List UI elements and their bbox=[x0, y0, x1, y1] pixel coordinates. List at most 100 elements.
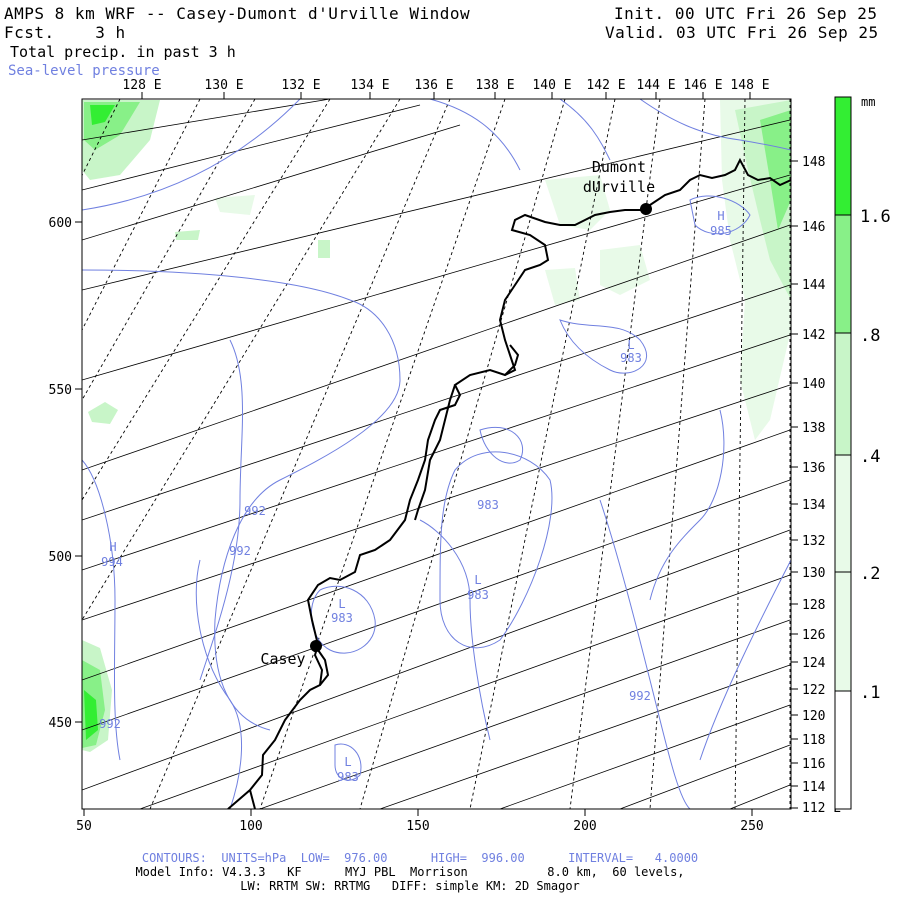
right-label: 114 E bbox=[802, 780, 841, 795]
pressure-value: 992 bbox=[629, 689, 651, 703]
map-frame bbox=[81, 98, 792, 810]
left-y-label: 450 bbox=[49, 716, 72, 731]
forecast-label: Fcst. 3 h bbox=[4, 24, 126, 41]
right-label: 120 E bbox=[802, 709, 841, 724]
contours-info: CONTOURS: UNITS=hPa LOW= 976.00 HIGH= 99… bbox=[141, 851, 699, 865]
right-lat-labels: 148 E 146 E 144 E 142 E 140 E 138 E 136 … bbox=[802, 155, 841, 816]
pressure-labels: H 985 L 983 983 992 992 H 994 L 983 L 98… bbox=[99, 209, 732, 784]
right-label: 116 E bbox=[802, 757, 841, 772]
graticule-parallels bbox=[82, 99, 791, 809]
top-lon-label: 144 E bbox=[636, 78, 675, 93]
overlay-label: Sea-level pressure bbox=[8, 63, 160, 79]
top-lon-label: 128 E bbox=[122, 78, 161, 93]
left-y-label: 550 bbox=[49, 383, 72, 398]
pressure-value: 994 bbox=[101, 555, 123, 569]
pressure-value: 983 bbox=[477, 498, 499, 512]
dumont-label-line2: dUrville bbox=[583, 178, 655, 196]
left-y-label: 600 bbox=[49, 216, 72, 231]
map-title: AMPS 8 km WRF -- Casey-Dumont d'Urville … bbox=[4, 4, 471, 23]
right-label: 124 E bbox=[802, 656, 841, 671]
right-label: 130 E bbox=[802, 566, 841, 581]
pressure-symbol: H bbox=[109, 540, 116, 554]
precip-shading bbox=[82, 100, 791, 752]
graticule-meridians bbox=[82, 99, 791, 809]
right-label: 118 E bbox=[802, 733, 841, 748]
right-label: 148 E bbox=[802, 155, 841, 170]
pressure-value: 983 bbox=[467, 588, 489, 602]
bottom-x-label: 250 bbox=[740, 819, 763, 834]
right-label: 128 E bbox=[802, 598, 841, 613]
right-label: 112 E bbox=[802, 801, 841, 816]
right-label: 134 E bbox=[802, 498, 841, 513]
left-y-label: 500 bbox=[49, 550, 72, 565]
station-labels: Dumont dUrville Casey bbox=[260, 158, 655, 668]
top-lon-label: 142 E bbox=[586, 78, 625, 93]
right-label: 132 E bbox=[802, 534, 841, 549]
top-lon-label: 130 E bbox=[204, 78, 243, 93]
coastline bbox=[227, 157, 791, 809]
legend-swatch-1-6 bbox=[835, 97, 851, 215]
right-ticks bbox=[791, 160, 798, 809]
bottom-x-label: 50 bbox=[76, 819, 92, 834]
dumont-durville-station-marker bbox=[640, 203, 652, 215]
legend-swatch-0-8 bbox=[835, 215, 851, 333]
right-label: 146 E bbox=[802, 220, 841, 235]
legend-tick: 1.6 bbox=[860, 207, 891, 227]
model-info: Model Info: V4.3.3 KF MYJ PBL Morrison 8… bbox=[135, 865, 685, 879]
pressure-symbol: H bbox=[717, 209, 724, 223]
legend-tick: .8 bbox=[860, 326, 880, 346]
pressure-symbol: L bbox=[338, 597, 345, 611]
top-lon-label: 132 E bbox=[281, 78, 320, 93]
valid-label: Valid. bbox=[605, 23, 666, 42]
physics-info: LW: RRTM SW: RRTMG DIFF: simple KM: 2D S… bbox=[240, 879, 580, 893]
casey-label: Casey bbox=[260, 650, 305, 668]
init-time: Init. 00 UTC Fri 26 Sep 25 bbox=[614, 5, 877, 22]
legend-swatch-0-2 bbox=[835, 455, 851, 691]
right-label: 136 E bbox=[802, 461, 841, 476]
top-lon-label: 140 E bbox=[532, 78, 571, 93]
top-lon-label: 136 E bbox=[414, 78, 453, 93]
top-lon-labels: 128 E 130 E 132 E 134 E 136 E 138 E 140 … bbox=[122, 78, 769, 93]
right-label: 126 E bbox=[802, 628, 841, 643]
pressure-symbol: L bbox=[627, 338, 634, 352]
top-lon-label: 134 E bbox=[350, 78, 389, 93]
right-label: 138 E bbox=[802, 421, 841, 436]
legend-tick: .1 bbox=[860, 683, 880, 703]
legend-tick: .4 bbox=[860, 447, 880, 467]
init-value: 00 UTC Fri 26 Sep 25 bbox=[674, 4, 878, 23]
pressure-symbol: L bbox=[474, 573, 481, 587]
precip-legend: mm 1.6 .8 .4 .2 .1 bbox=[834, 95, 891, 810]
right-label: 142 E bbox=[802, 328, 841, 343]
bottom-x-label: 100 bbox=[239, 819, 262, 834]
bottom-x-label: 150 bbox=[406, 819, 429, 834]
legend-swatch-0-4 bbox=[835, 333, 851, 455]
valid-value: 03 UTC Fri 26 Sep 25 bbox=[675, 23, 879, 42]
bottom-x-labels: 50 100 150 200 250 bbox=[76, 819, 764, 834]
top-lon-label: 146 E bbox=[683, 78, 722, 93]
legend-swatch-0-1 bbox=[835, 691, 851, 809]
left-ticks bbox=[75, 221, 82, 723]
right-label: 122 E bbox=[802, 683, 841, 698]
pressure-value: 992 bbox=[244, 504, 266, 518]
casey-station-marker bbox=[310, 640, 322, 652]
fcst-label: Fcst. bbox=[4, 23, 55, 42]
pressure-value: 983 bbox=[620, 351, 642, 365]
pressure-value: 992 bbox=[99, 717, 121, 731]
dumont-label-line1: Dumont bbox=[592, 158, 646, 176]
pressure-value: 985 bbox=[710, 224, 732, 238]
fcst-value: 3 h bbox=[95, 23, 126, 42]
bottom-x-label: 200 bbox=[573, 819, 596, 834]
left-y-labels: 600 550 500 450 bbox=[49, 216, 72, 731]
init-label: Init. bbox=[614, 4, 665, 23]
pressure-value: 983 bbox=[337, 770, 359, 784]
right-label: 144 E bbox=[802, 278, 841, 293]
bottom-ticks bbox=[83, 809, 753, 816]
top-lon-label: 138 E bbox=[475, 78, 514, 93]
pressure-value: 983 bbox=[331, 611, 353, 625]
legend-unit: mm bbox=[861, 95, 875, 109]
pressure-value: 992 bbox=[229, 544, 251, 558]
top-ticks bbox=[141, 92, 751, 99]
valid-time: Valid. 03 UTC Fri 26 Sep 25 bbox=[605, 24, 879, 41]
legend-tick: .2 bbox=[860, 564, 880, 584]
